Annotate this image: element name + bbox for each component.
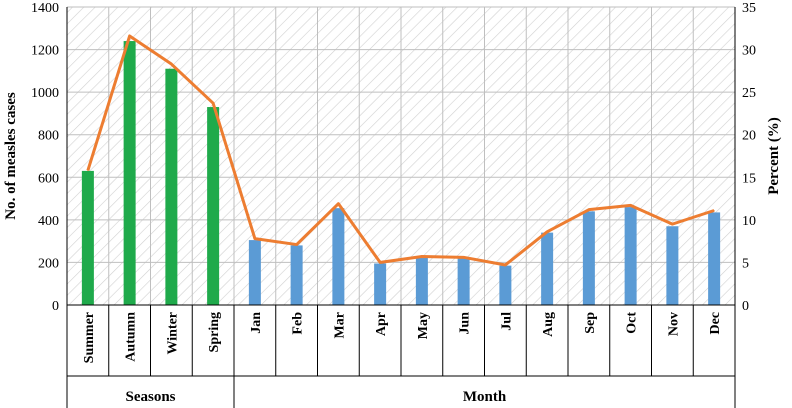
y2-tick-label: 30 bbox=[742, 44, 756, 59]
x-tick-label: Sep bbox=[583, 312, 598, 334]
group-label: Seasons bbox=[125, 389, 175, 405]
group-label: Month bbox=[463, 389, 507, 405]
percent-point bbox=[713, 209, 715, 211]
y-tick-label: 0 bbox=[52, 299, 59, 314]
bar-aug bbox=[541, 232, 554, 305]
x-tick-label: May bbox=[416, 312, 431, 339]
percent-line bbox=[86, 34, 715, 267]
x-tick-label: Spring bbox=[207, 312, 222, 352]
y2-tick-label: 5 bbox=[742, 256, 749, 271]
percent-point bbox=[87, 169, 89, 171]
bar-spring bbox=[207, 107, 220, 306]
percent-point bbox=[671, 223, 673, 225]
percent-point bbox=[504, 264, 506, 266]
y2-tick-label: 25 bbox=[742, 86, 756, 101]
bar-nov bbox=[666, 226, 679, 305]
y2-tick-label: 20 bbox=[742, 129, 756, 144]
bar-jan bbox=[248, 240, 261, 305]
percent-point bbox=[463, 256, 465, 258]
x-tick-label: Oct bbox=[625, 312, 640, 334]
bar-apr bbox=[374, 263, 387, 305]
percent-point bbox=[337, 203, 339, 205]
y-tick-label: 200 bbox=[38, 256, 59, 271]
percent-point bbox=[421, 255, 423, 257]
percent-point bbox=[254, 238, 256, 240]
percent-point bbox=[588, 209, 590, 211]
percent-point bbox=[212, 102, 214, 104]
x-tick-label: Jul bbox=[499, 312, 514, 331]
x-tick-label: Jan bbox=[249, 312, 264, 334]
x-tick-label: Dec bbox=[708, 312, 723, 335]
bar-feb bbox=[290, 245, 303, 305]
line-layer bbox=[86, 34, 715, 267]
x-tick-label: Winter bbox=[165, 312, 180, 355]
percent-point bbox=[296, 244, 298, 246]
y-tick-label: 1200 bbox=[31, 44, 59, 59]
y-tick-label: 1000 bbox=[31, 86, 59, 101]
bar-jul bbox=[499, 265, 512, 305]
y2-tick-label: 15 bbox=[742, 171, 756, 186]
percent-point bbox=[129, 35, 131, 37]
x-tick-label: Apr bbox=[374, 312, 389, 336]
percent-point bbox=[630, 204, 632, 206]
bar-summer bbox=[81, 170, 94, 305]
x-tick-label: Summer bbox=[82, 312, 97, 363]
axis-layer bbox=[66, 7, 736, 408]
bar-jun bbox=[457, 257, 470, 305]
percent-point bbox=[379, 261, 381, 263]
x-tick-label: Aug bbox=[541, 312, 556, 337]
percent-point bbox=[546, 231, 548, 233]
y-tick-label: 1400 bbox=[31, 1, 59, 16]
bar-winter bbox=[165, 68, 178, 305]
y-tick-label: 400 bbox=[38, 214, 59, 229]
y2-tick-label: 35 bbox=[742, 1, 756, 16]
x-tick-label: Nov bbox=[666, 312, 681, 336]
y2-axis-title: Percent (%) bbox=[766, 117, 782, 195]
bar-mar bbox=[332, 208, 345, 305]
bar-sep bbox=[582, 211, 595, 305]
y-axis-title: No. of measles cases bbox=[3, 92, 19, 220]
bar-dec bbox=[708, 212, 721, 305]
y-tick-label: 800 bbox=[38, 129, 59, 144]
bar-may bbox=[415, 257, 428, 305]
x-tick-label: Feb bbox=[291, 312, 306, 335]
percent-point bbox=[170, 63, 172, 65]
y2-tick-label: 0 bbox=[742, 299, 749, 314]
x-tick-label: Jun bbox=[458, 312, 473, 335]
x-tick-label: Autumn bbox=[124, 312, 139, 362]
x-tick-label: Mar bbox=[332, 312, 347, 338]
bar-autumn bbox=[123, 41, 136, 306]
bar-oct bbox=[624, 207, 637, 305]
label-layer: 0 200 400 600 800 1000 1200 1400 0 5 10 15 20 25 30 35 S… bbox=[31, 1, 756, 405]
y2-tick-label: 10 bbox=[742, 214, 756, 229]
bar-layer bbox=[81, 41, 721, 306]
y-tick-label: 600 bbox=[38, 171, 59, 186]
